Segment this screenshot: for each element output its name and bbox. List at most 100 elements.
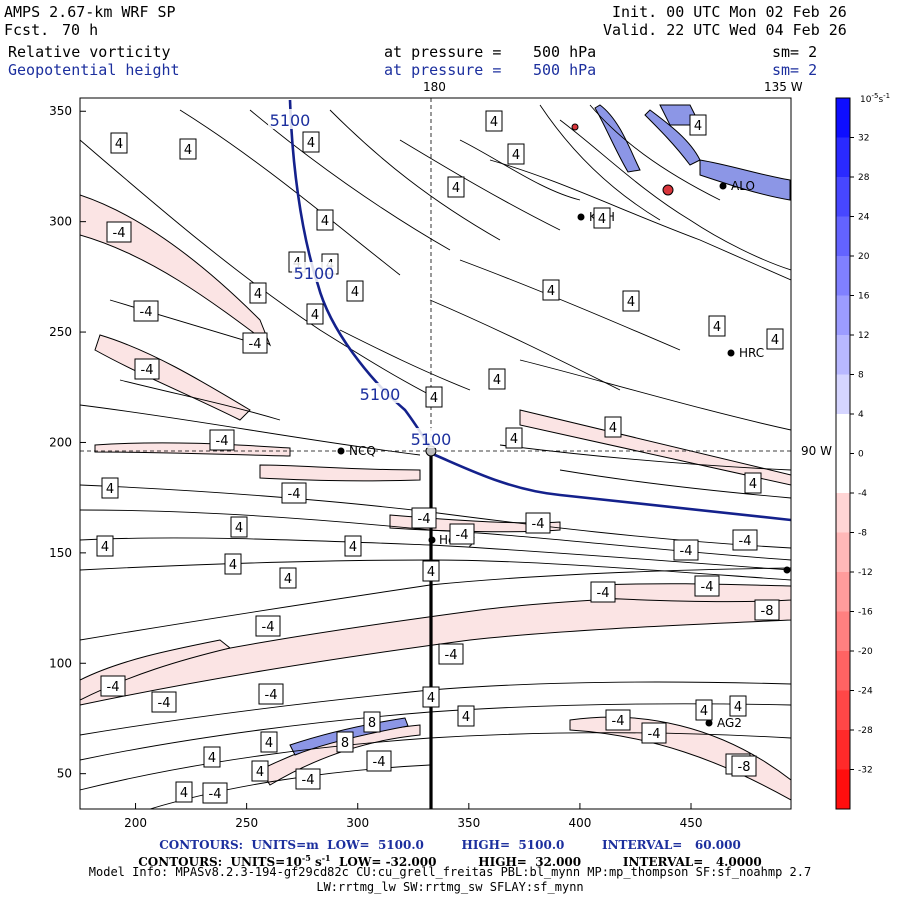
height-label: 5100: [294, 264, 335, 283]
colorbar-swatch: [836, 730, 850, 770]
vorticity-label: -4: [739, 534, 752, 549]
colorbar-unit-tail-exp: -1: [883, 92, 890, 100]
vorticity-label-box: [457, 705, 475, 727]
vorticity-label-box: [411, 507, 437, 529]
vorticity-label: -4: [140, 305, 153, 320]
colorbar-swatch: [836, 295, 850, 335]
vorticity-label: 8: [368, 716, 376, 731]
colorbar-unit-tail: s: [878, 95, 883, 105]
vorticity-label: 4: [490, 115, 498, 130]
vorticity-label: -4: [456, 528, 469, 543]
vorticity-label-box: [694, 575, 720, 597]
colorbar-label: -20: [858, 647, 873, 657]
vorticity-label-box: [336, 731, 354, 753]
vorticity-label-box: [425, 386, 443, 408]
vorticity-label: -4: [265, 688, 278, 703]
vorticity-label-box: [203, 746, 221, 768]
field2-smoothing: sm= 2: [772, 61, 818, 79]
vorticity-label: -4: [262, 620, 275, 635]
field1-name: Relative vorticity: [8, 43, 171, 61]
colorbar-swatch: [836, 335, 850, 375]
field1-level: 500 hPa: [533, 43, 597, 61]
field1-smoothing: sm= 2: [772, 43, 818, 61]
colorbar-swatch: [836, 769, 850, 809]
vorticity-label: -4: [209, 787, 222, 802]
vorticity-label: 4: [349, 540, 357, 555]
vorticity-label-box: [106, 221, 132, 243]
vorticity-label-box: [306, 303, 324, 325]
station-marker-henry: [428, 536, 436, 544]
vorticity-label: 4: [101, 540, 109, 555]
y-tick-label: 300: [49, 215, 72, 229]
vorticity-label-box: [542, 279, 560, 301]
x-tick-label: 300: [346, 816, 369, 830]
x-tick-label: 200: [124, 816, 147, 830]
negative-vorticity-bands: [80, 194, 791, 801]
vorticity-label-box: [744, 472, 762, 494]
vorticity-label-box: [209, 429, 235, 451]
vorticity-label-box: [366, 750, 392, 772]
colorbar-label: 0: [858, 450, 864, 460]
vorticity-label-box: [279, 567, 297, 589]
vorticity-label: 4: [229, 558, 237, 573]
colorbar-swatch: [836, 532, 850, 572]
vorticity-label: -4: [597, 586, 610, 601]
colorbar-label: -4: [858, 489, 867, 499]
vorticity-label-box: [447, 176, 465, 198]
colorbar-swatch: [836, 98, 850, 138]
x-tick-label: 250: [235, 816, 258, 830]
vorticity-label-box: [202, 782, 228, 804]
height-label: 5100: [270, 111, 311, 130]
vorticity-label-box: [242, 332, 268, 354]
colorbar-unit-base: 10: [860, 95, 872, 105]
colorbar-label: 4: [858, 410, 864, 420]
height-label: 5100: [360, 385, 401, 404]
vorticity-label-box: [133, 300, 159, 322]
positive-vorticity-patches: [289, 104, 791, 756]
vorticity-label: 4: [462, 710, 470, 725]
vorticity-label: 8: [341, 736, 349, 751]
vorticity-label: 4: [598, 212, 606, 227]
colorbar-swatch: [836, 611, 850, 651]
footer-physics: LW:rrtmg_lw SW:rrtmg_sw SFLAY:sf_mynn: [316, 880, 584, 894]
vorticity-label: -4: [680, 544, 693, 559]
x-tick-label: 400: [568, 816, 591, 830]
vorticity-label: -4: [373, 755, 386, 770]
vorticity-label-box: [604, 416, 622, 438]
vorticity-label-box: [175, 781, 193, 803]
colorbar-swatch: [836, 256, 850, 296]
vorticity-label: -4: [113, 226, 126, 241]
station-label-ag2: AG2: [717, 716, 742, 730]
vorticity-label: 4: [256, 765, 264, 780]
vorticity-label: 4: [427, 565, 435, 580]
y-tick-label: 50: [57, 767, 72, 781]
vorticity-label-box: [101, 477, 119, 499]
vorticity-label: 4: [208, 751, 216, 766]
vorticity-label-box: [422, 686, 440, 708]
field2-level: 500 hPa: [533, 61, 597, 79]
vorticity-label-box: [622, 290, 640, 312]
vorticity-label: 4: [265, 736, 273, 751]
colorbar-swatch: [836, 690, 850, 730]
footer-vort-exp2: -1: [321, 853, 331, 863]
vorticity-label-box: [260, 731, 278, 753]
vorticity-label-box: [302, 131, 320, 153]
vorticity-label: 4: [284, 572, 292, 587]
vorticity-label: 4: [694, 119, 702, 134]
vorticity-label: -4: [701, 580, 714, 595]
vorticity-label: 4: [493, 373, 501, 388]
vorticity-label: -8: [738, 760, 751, 775]
vorticity-label: 4: [307, 136, 315, 151]
height-label-bg: [358, 383, 402, 403]
height-label-bg: [268, 109, 312, 129]
station-marker-alo: [719, 182, 727, 190]
vorticity-label-box: [110, 132, 128, 154]
vorticity-label-box: [96, 535, 114, 557]
footer-vort-b: s: [310, 855, 322, 869]
height-contour-labels: 5100 5100 5100 5100: [268, 109, 453, 449]
colorbar-label: -32: [858, 766, 873, 776]
colorbar-label: -28: [858, 726, 873, 736]
vorticity-label-box: [255, 615, 281, 637]
footer-vorticity-contours: CONTOURS: UNITS=10-5 s-1 LOW= -32.000 HI…: [0, 851, 900, 869]
